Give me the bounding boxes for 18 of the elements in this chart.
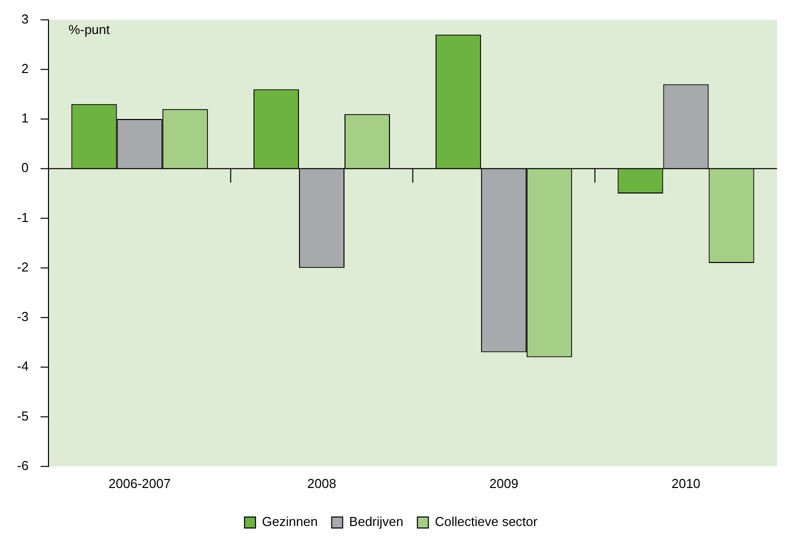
x-tick-label: 2009 [489, 476, 518, 491]
x-tick-label: 2010 [671, 476, 700, 491]
y-axis-title: %-punt [68, 22, 110, 37]
y-tick-label: -6 [16, 458, 29, 473]
x-tick-label: 2006-2007 [108, 476, 171, 491]
legend-label: Collectieve sector [434, 514, 538, 530]
x-tick-label: 2008 [307, 476, 336, 491]
y-tick-label: 0 [21, 160, 29, 176]
y-tick-label: -2 [16, 259, 29, 274]
y-tick-label: 2 [21, 61, 29, 76]
y-tick-label: -4 [16, 358, 29, 374]
y-tick-label: -3 [16, 309, 29, 324]
y-tick-label: 3 [21, 11, 29, 26]
y-tick-label: -1 [16, 210, 29, 225]
legend-label: Gezinnen [262, 514, 318, 530]
y-tick-label: -5 [16, 408, 29, 424]
legend-label: Bedrijven [349, 514, 404, 530]
y-tick-label: 1 [21, 110, 29, 126]
